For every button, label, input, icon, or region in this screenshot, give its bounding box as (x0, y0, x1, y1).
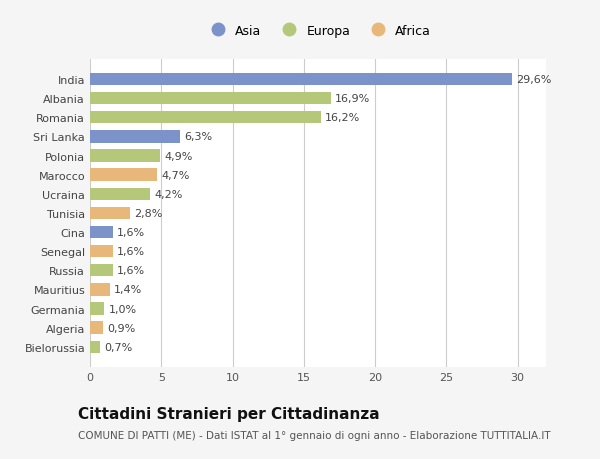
Bar (90, 169, 157, 181)
Bar (90, 131, 180, 143)
Text: 0,7%: 0,7% (104, 342, 133, 352)
Text: 1,4%: 1,4% (114, 285, 142, 295)
Text: 0,9%: 0,9% (107, 323, 136, 333)
Text: 6,3%: 6,3% (184, 132, 212, 142)
Bar (90, 150, 160, 162)
Text: 1,6%: 1,6% (117, 266, 145, 276)
Text: 1,0%: 1,0% (109, 304, 137, 314)
Bar (90, 93, 331, 105)
Bar (90, 73, 512, 86)
Text: 29,6%: 29,6% (516, 75, 551, 85)
Bar (90, 341, 100, 353)
Bar (90, 246, 113, 258)
Legend: Asia, Europa, Africa: Asia, Europa, Africa (200, 20, 436, 43)
Bar (90, 207, 130, 220)
Text: Cittadini Stranieri per Cittadinanza: Cittadini Stranieri per Cittadinanza (78, 406, 380, 421)
Text: 4,7%: 4,7% (161, 170, 190, 180)
Text: 2,8%: 2,8% (134, 208, 163, 218)
Text: 4,2%: 4,2% (154, 190, 182, 199)
Bar (90, 302, 104, 315)
Bar (90, 226, 113, 239)
Bar (90, 284, 110, 296)
Bar (90, 112, 321, 124)
Text: 16,9%: 16,9% (335, 94, 370, 104)
Text: 4,9%: 4,9% (164, 151, 193, 161)
Bar (90, 264, 113, 277)
Bar (90, 188, 150, 201)
Text: 1,6%: 1,6% (117, 246, 145, 257)
Text: COMUNE DI PATTI (ME) - Dati ISTAT al 1° gennaio di ogni anno - Elaborazione TUTT: COMUNE DI PATTI (ME) - Dati ISTAT al 1° … (78, 430, 551, 440)
Bar (90, 322, 103, 334)
Text: 1,6%: 1,6% (117, 228, 145, 237)
Text: 16,2%: 16,2% (325, 113, 361, 123)
